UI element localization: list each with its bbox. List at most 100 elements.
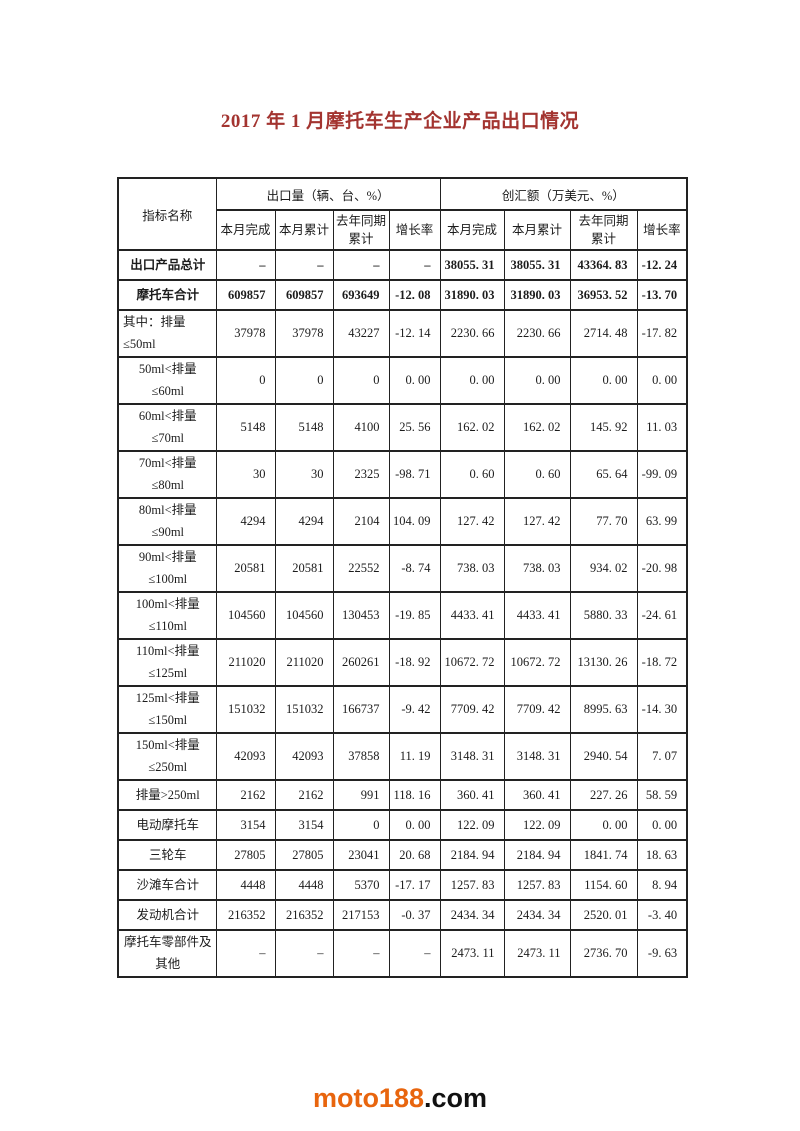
cell-value: – — [215, 929, 276, 979]
col-header-forex-month-done: 本月完成 — [439, 208, 505, 252]
cell-value: 37978 — [215, 309, 276, 359]
table-row: 摩托车合计 609857 609857 693649 -12. 08 31890. 03 3… — [117, 279, 688, 312]
footer-brand: moto188 — [312, 1083, 424, 1113]
cell-value: 1257. 83 — [439, 869, 505, 902]
cell-value: -19. 85 — [388, 591, 441, 641]
group-header-forex-earnings: 创汇额（万美元、%） — [439, 177, 688, 211]
table-header: 指标名称 出口量（辆、台、%） 创汇额（万美元、%） 本月完成 本月累计 去年同… — [117, 176, 688, 252]
cell-value: 25. 56 — [388, 403, 441, 453]
cell-value: 127. 42 — [503, 497, 571, 547]
cell-value: 122. 09 — [503, 809, 571, 842]
row-label: 70ml<排量≤80ml — [117, 450, 217, 500]
cell-value: 217153 — [332, 899, 390, 932]
col-header-volume-month-done: 本月完成 — [215, 208, 276, 252]
cell-value: 2434. 34 — [503, 899, 571, 932]
cell-value: 3148. 31 — [439, 732, 505, 782]
cell-value: 151032 — [274, 685, 334, 735]
cell-value: 211020 — [215, 638, 276, 688]
row-label: 50ml<排量≤60ml — [117, 356, 217, 406]
footer-domain-suffix: .com — [424, 1083, 488, 1113]
cell-value: 36953. 52 — [569, 279, 638, 312]
cell-value: -18. 72 — [636, 638, 688, 688]
cell-value: 145. 92 — [569, 403, 638, 453]
cell-value: 609857 — [215, 279, 276, 312]
cell-value: 43364. 83 — [569, 249, 638, 282]
corner-header-indicator-name: 指标名称 — [117, 176, 217, 252]
table-row: 90ml<排量≤100ml 20581 20581 22552 -8. 74 738. 0… — [117, 544, 688, 594]
cell-value: 22552 — [332, 544, 390, 594]
table-row: 70ml<排量≤80ml 30 30 2325 -98. 71 0. 60 0. 60 65.… — [117, 450, 688, 500]
cell-value: 38055. 31 — [439, 249, 505, 282]
col-header-forex-growth-rate: 增长率 — [636, 208, 688, 252]
table-row: 110ml<排量≤125ml 211020 211020 260261 -18. 92 1… — [117, 638, 688, 688]
cell-value: 0. 00 — [569, 809, 638, 842]
cell-value: 37978 — [274, 309, 334, 359]
col-header-volume-growth-rate: 增长率 — [388, 208, 441, 252]
cell-value: 11. 19 — [388, 732, 441, 782]
row-label: 80ml<排量≤90ml — [117, 497, 217, 547]
cell-value: 934. 02 — [569, 544, 638, 594]
cell-value: 1154. 60 — [569, 869, 638, 902]
cell-value: 1841. 74 — [569, 839, 638, 872]
row-label: 110ml<排量≤125ml — [117, 638, 217, 688]
table-row: 80ml<排量≤90ml 4294 4294 2104 104. 09 127. 42 12… — [117, 497, 688, 547]
cell-value: 2184. 94 — [503, 839, 571, 872]
cell-value: 63. 99 — [636, 497, 688, 547]
cell-value: -9. 63 — [636, 929, 688, 979]
cell-value: -17. 82 — [636, 309, 688, 359]
col-header-volume-month-total: 本月累计 — [274, 208, 334, 252]
cell-value: – — [388, 929, 441, 979]
cell-value: – — [215, 249, 276, 282]
cell-value: 0. 60 — [503, 450, 571, 500]
cell-value: -12. 08 — [388, 279, 441, 312]
cell-value: 0. 00 — [388, 809, 441, 842]
cell-value: 162. 02 — [503, 403, 571, 453]
table-body: 出口产品总计 – – – –38055. 31 38055. 31 43364. 83 -12… — [117, 249, 688, 979]
row-label: 100ml<排量≤110ml — [117, 591, 217, 641]
cell-value: – — [388, 249, 441, 282]
cell-value: 104560 — [215, 591, 276, 641]
row-label: 电动摩托车 — [117, 809, 217, 842]
cell-value: 3154 — [215, 809, 276, 842]
cell-value: 2473. 11 — [503, 929, 571, 979]
cell-value: -17. 17 — [388, 869, 441, 902]
cell-value: 18. 63 — [636, 839, 688, 872]
cell-value: 13130. 26 — [569, 638, 638, 688]
cell-value: -99. 09 — [636, 450, 688, 500]
cell-value: 2736. 70 — [569, 929, 638, 979]
cell-value: -8. 74 — [388, 544, 441, 594]
cell-value: 0. 00 — [503, 356, 571, 406]
cell-value: 0. 00 — [388, 356, 441, 406]
cell-value: 227. 26 — [569, 779, 638, 812]
cell-value: 5148 — [215, 403, 276, 453]
cell-value: 260261 — [332, 638, 390, 688]
cell-value: 2940. 54 — [569, 732, 638, 782]
table-row: 沙滩车合计 4448 4448 5370 -17. 17 1257. 83 1257. 83… — [117, 869, 688, 902]
cell-value: 23041 — [332, 839, 390, 872]
cell-value: 0. 00 — [569, 356, 638, 406]
table-row: 100ml<排量≤110ml 104560 104560 130453 -19. 85 4… — [117, 591, 688, 641]
cell-value: 2520. 01 — [569, 899, 638, 932]
cell-value: – — [332, 929, 390, 979]
cell-value: 162. 02 — [439, 403, 505, 453]
header-group-row: 指标名称 出口量（辆、台、%） 创汇额（万美元、%） — [117, 176, 688, 252]
cell-value: -13. 70 — [636, 279, 688, 312]
row-label: 摩托车合计 — [117, 279, 217, 312]
cell-value: 166737 — [332, 685, 390, 735]
cell-value: 0 — [215, 356, 276, 406]
cell-value: 2325 — [332, 450, 390, 500]
cell-value: 738. 03 — [439, 544, 505, 594]
cell-value: 127. 42 — [439, 497, 505, 547]
cell-value: 2714. 48 — [569, 309, 638, 359]
cell-value: 151032 — [215, 685, 276, 735]
row-label: 发动机合计 — [117, 899, 217, 932]
cell-value: 2434. 34 — [439, 899, 505, 932]
cell-value: 58. 59 — [636, 779, 688, 812]
cell-value: 20581 — [215, 544, 276, 594]
cell-value: 42093 — [274, 732, 334, 782]
cell-value: 609857 — [274, 279, 334, 312]
cell-value: 3148. 31 — [503, 732, 571, 782]
cell-value: – — [274, 249, 334, 282]
export-table: 指标名称 出口量（辆、台、%） 创汇额（万美元、%） 本月完成 本月累计 去年同… — [117, 176, 689, 979]
cell-value: 43227 — [332, 309, 390, 359]
